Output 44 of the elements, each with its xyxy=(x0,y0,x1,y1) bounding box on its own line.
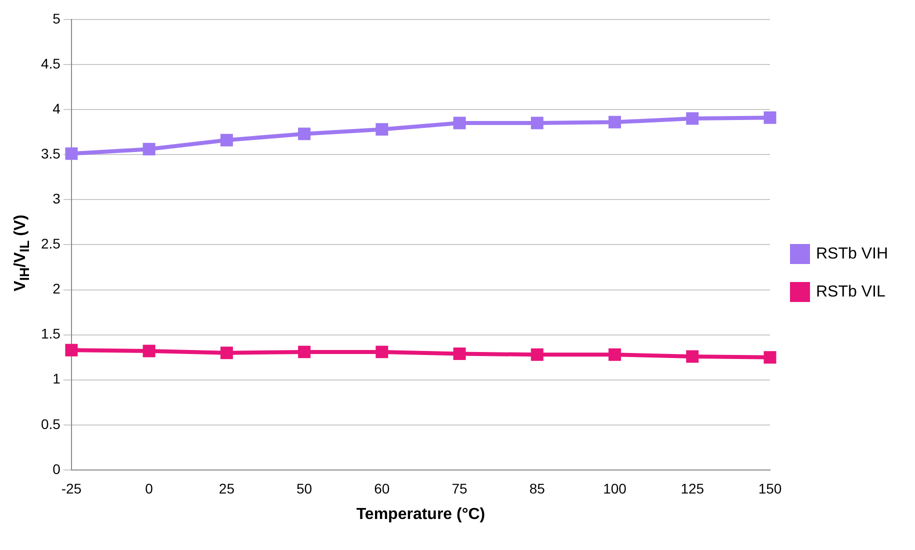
y-tick-label: 0.5 xyxy=(40,416,61,432)
y-tick-label: 4 xyxy=(52,100,61,116)
x-tick-label: 50 xyxy=(296,480,312,496)
point xyxy=(453,116,466,130)
point xyxy=(686,112,699,125)
y-tick-label: 1 xyxy=(52,370,61,387)
y-tick-label: 0 xyxy=(52,460,61,477)
y-tick-label: 4.5 xyxy=(40,55,61,72)
point xyxy=(298,128,311,140)
point xyxy=(142,344,156,358)
point xyxy=(142,142,156,156)
point xyxy=(764,111,776,124)
point xyxy=(530,348,544,361)
point xyxy=(608,348,621,361)
legend-label: RSTb VIH xyxy=(816,245,888,262)
point xyxy=(220,134,233,146)
y-tick-label: 2.5 xyxy=(40,236,61,252)
x-tick-label: 75 xyxy=(452,480,468,496)
x-tick-label: -25 xyxy=(61,480,82,496)
point xyxy=(453,348,466,360)
x-tick-label: 0 xyxy=(145,480,154,496)
x-tick-label: 25 xyxy=(218,480,235,496)
point xyxy=(65,344,78,356)
point xyxy=(608,116,621,128)
legend-label: RSTb VIL xyxy=(816,283,886,300)
point xyxy=(298,346,311,358)
x-axis-title: Temperature (°C) xyxy=(356,506,486,523)
x-tick-label: 100 xyxy=(603,480,627,496)
y-tick-label: 1.5 xyxy=(40,326,61,342)
x-tick-label: 150 xyxy=(758,480,782,496)
y-tick-label: 2 xyxy=(52,280,61,297)
point xyxy=(376,123,388,136)
point xyxy=(65,147,78,160)
x-tick-label: 125 xyxy=(680,480,704,496)
point xyxy=(530,116,544,130)
y-tick-label: 3 xyxy=(52,190,61,206)
x-tick-label: 85 xyxy=(529,480,546,496)
point xyxy=(376,346,388,358)
point xyxy=(220,346,233,360)
point xyxy=(764,351,776,364)
point xyxy=(686,350,699,363)
y-tick-label: 5 xyxy=(52,10,61,26)
y-tick-label: 3.5 xyxy=(40,145,61,162)
x-tick-label: 60 xyxy=(374,480,390,496)
